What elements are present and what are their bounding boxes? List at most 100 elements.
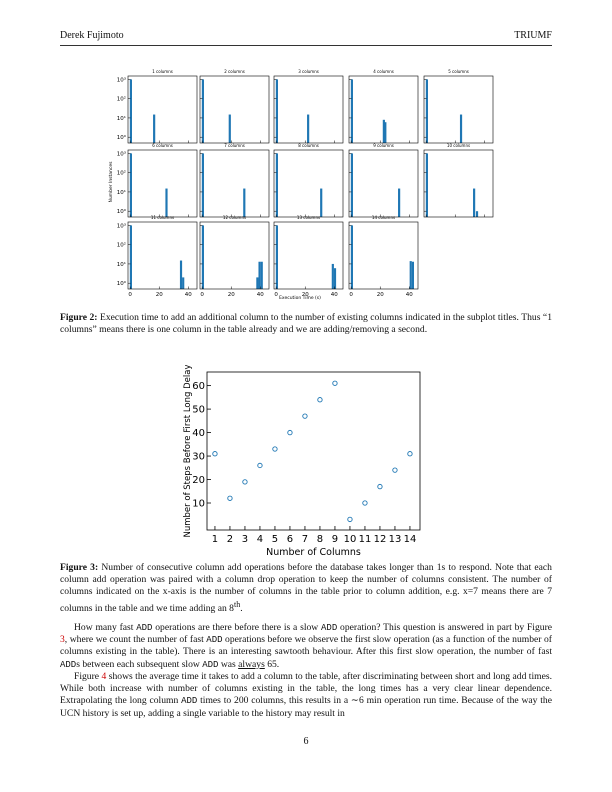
text-underline: always	[238, 658, 265, 670]
point	[272, 446, 278, 452]
bar	[473, 188, 476, 217]
bar	[165, 188, 168, 217]
x-tick-label: 20	[377, 292, 384, 298]
bar	[129, 79, 132, 143]
bar	[411, 261, 415, 289]
x-tick-label: 1	[212, 534, 218, 545]
point	[287, 429, 293, 436]
y-tick-label: 10²	[117, 170, 126, 177]
y-tick-label: 10³	[117, 222, 126, 229]
header-author: Derek Fujimoto	[60, 30, 124, 41]
point	[257, 462, 263, 469]
x-tick-label: 10	[344, 534, 357, 545]
subplot-title: 13 columns	[297, 215, 320, 220]
axes-frame	[423, 149, 494, 218]
x-tick-label: 13	[389, 534, 402, 545]
bar	[398, 188, 401, 217]
x-tick-label: 20	[228, 292, 235, 298]
bar	[182, 277, 185, 289]
subplot-title: 10 columns	[447, 143, 470, 148]
y-tick-label: 10³	[117, 150, 126, 157]
x-tick-label: 0	[128, 292, 132, 298]
bar	[320, 188, 323, 217]
axes-frame	[206, 371, 421, 531]
caption-end: .	[240, 602, 243, 614]
x-tick-label: 0	[349, 292, 353, 298]
x-tick-label: 0	[200, 292, 204, 298]
text-code: ADD	[136, 623, 153, 633]
subplot-title: 9 columns	[373, 143, 394, 148]
bar	[201, 79, 204, 143]
x-tick-label: 7	[302, 534, 308, 545]
bar	[350, 153, 353, 217]
subplot-title: 4 columns	[373, 69, 394, 74]
paragraph: How many fast ADD operations are there b…	[60, 622, 552, 671]
figure-2: 1 columns 10⁰ 10¹ 10² 10³ 2 columns 3 columns 4…	[108, 69, 494, 301]
y-tick-label: 20	[192, 475, 205, 486]
bar	[275, 153, 278, 217]
bar	[228, 114, 231, 143]
point	[242, 479, 248, 485]
page-number: 6	[303, 736, 309, 747]
x-tick-label: 5	[272, 534, 278, 545]
axes-frame	[348, 75, 419, 144]
x-tick-label: 40	[185, 292, 192, 298]
x-tick-label: 40	[257, 292, 264, 298]
point	[212, 451, 218, 457]
x-tick-label: 40	[406, 292, 413, 298]
text-ref[interactable]: 3	[60, 634, 65, 646]
subplot-title: 8 columns	[298, 143, 319, 148]
x-tick-label: 9	[332, 534, 338, 545]
x-tick-label: 12	[374, 534, 387, 545]
axes-frame	[273, 149, 344, 218]
x-tick-label: 8	[317, 534, 323, 545]
text: was	[218, 658, 239, 670]
caption-text: Execution time to add an additional colu…	[60, 312, 552, 336]
subplot-title: 11 columns	[151, 215, 174, 220]
point	[392, 467, 398, 473]
text-ref[interactable]: 4	[101, 671, 107, 682]
y-tick-label: 60	[192, 381, 205, 392]
bar	[179, 260, 183, 289]
text-code: ADD	[206, 635, 223, 646]
bar	[243, 188, 246, 217]
y-tick-label: 10¹	[117, 189, 126, 196]
point	[317, 397, 323, 403]
bar	[201, 153, 204, 217]
axes-frame	[199, 149, 270, 218]
point	[407, 451, 413, 457]
axes-frame	[127, 75, 198, 144]
bar	[425, 153, 428, 217]
y-tick-label: 40	[192, 428, 205, 439]
axes-frame	[127, 149, 198, 218]
bar	[307, 114, 310, 143]
point	[302, 413, 308, 419]
text: operations are there before there is a s…	[152, 622, 322, 633]
axes-frame	[199, 75, 270, 144]
text: s between each subsequent slow	[76, 658, 203, 670]
y-axis-label: Number of Steps Before First Long Delay	[183, 365, 193, 537]
bar	[275, 225, 278, 289]
header-affiliation: TRIUMF	[514, 30, 552, 41]
x-tick-label: 20	[156, 292, 163, 298]
x-tick-label: 2	[227, 534, 233, 545]
text: shows the average time it takes to add a…	[60, 671, 552, 707]
subplot-title: 14 columns	[372, 215, 395, 220]
point	[377, 483, 383, 490]
x-axis-label: Number of Columns	[266, 547, 361, 555]
text-code: ADD	[181, 696, 198, 707]
axes-frame	[348, 149, 419, 218]
x-tick-label: 3	[242, 534, 248, 545]
y-tick-label: 10²	[117, 242, 126, 249]
axes-frame	[273, 75, 344, 144]
bar	[153, 114, 156, 143]
subplot-title: 5 columns	[448, 69, 469, 74]
x-tick-label: 14	[404, 534, 417, 545]
text: 65.	[264, 658, 280, 670]
caption-text: Number of consecutive column add operati…	[60, 562, 552, 614]
bar	[256, 277, 259, 289]
y-tick-label: 10³	[117, 76, 126, 83]
subplot-title: 1 columns	[152, 69, 173, 74]
caption-label: Figure 3:	[60, 562, 99, 573]
